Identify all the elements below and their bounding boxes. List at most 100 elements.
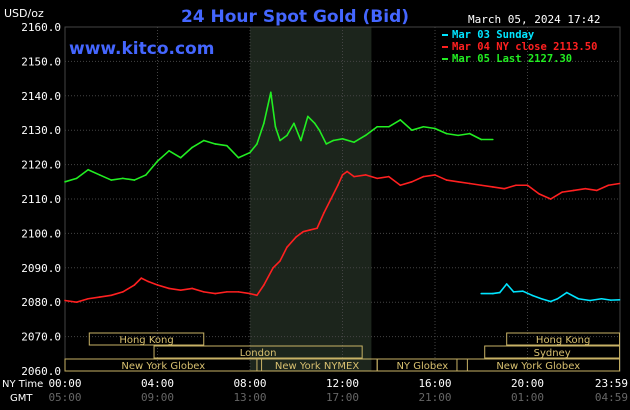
series-1-segment bbox=[457, 181, 471, 185]
session-box bbox=[376, 358, 468, 372]
series-1-segment bbox=[468, 182, 483, 187]
series-0-segment bbox=[492, 291, 501, 295]
x-axis-row-label: NY Time bbox=[2, 379, 43, 390]
series-2-segment bbox=[353, 134, 367, 144]
series-0-segment bbox=[549, 297, 559, 303]
series-2-segment bbox=[399, 119, 413, 131]
series-2-segment bbox=[293, 122, 302, 142]
series-1-segment bbox=[422, 174, 436, 178]
series-2-segment bbox=[249, 143, 258, 154]
gmt-tick-label: 13:00 bbox=[233, 391, 266, 404]
series-1-segment bbox=[364, 174, 378, 180]
y-tick-label: 2150.0 bbox=[21, 55, 61, 68]
series-1-segment bbox=[295, 230, 304, 238]
y-tick-label: 2060.0 bbox=[21, 365, 61, 378]
series-2-segment bbox=[300, 115, 309, 142]
series-0-segment bbox=[600, 297, 612, 301]
series-1-segment bbox=[596, 184, 610, 192]
series-1-segment bbox=[607, 182, 621, 187]
series-0-segment bbox=[505, 283, 515, 293]
series-2-segment bbox=[87, 168, 101, 176]
series-2-segment bbox=[325, 139, 335, 145]
series-1-segment bbox=[399, 181, 413, 187]
y-tick-label: 2110.0 bbox=[21, 193, 61, 206]
series-1-segment bbox=[147, 280, 159, 286]
chart-date-time: March 05, 2024 17:42 bbox=[468, 13, 600, 26]
series-2-segment bbox=[145, 160, 159, 176]
series-1-segment bbox=[561, 189, 575, 193]
series-1-segment bbox=[237, 291, 251, 295]
y-tick-label: 2130.0 bbox=[21, 124, 61, 137]
series-2-segment bbox=[179, 146, 193, 159]
series-2-segment bbox=[457, 132, 471, 137]
series-1-segment bbox=[87, 296, 101, 300]
series-0-segment bbox=[498, 283, 508, 294]
series-1-segment bbox=[272, 260, 281, 269]
gmt-tick-label: 01:00 bbox=[511, 391, 544, 404]
series-0-segment bbox=[556, 291, 568, 300]
series-2-segment bbox=[279, 134, 288, 142]
series-2-segment bbox=[122, 177, 136, 181]
y-unit-label: USD/oz bbox=[4, 7, 44, 20]
series-1-segment bbox=[503, 184, 517, 190]
series-1-segment bbox=[168, 287, 182, 291]
y-tick-label: 2080.0 bbox=[21, 296, 61, 309]
series-1-segment bbox=[98, 294, 113, 298]
series-1-segment bbox=[110, 291, 124, 297]
session-label: New York Globex bbox=[496, 361, 580, 372]
series-1-segment bbox=[492, 186, 506, 190]
series-1-segment bbox=[122, 284, 136, 293]
series-2-segment bbox=[98, 174, 113, 181]
x-tick-label: 04:00 bbox=[141, 377, 174, 390]
x-tick-label: 12:00 bbox=[326, 377, 359, 390]
y-tick-label: 2070.0 bbox=[21, 331, 61, 344]
y-tick-label: 2140.0 bbox=[21, 90, 61, 103]
series-2-segment bbox=[445, 132, 459, 137]
series-2-segment bbox=[434, 127, 448, 135]
series-1-segment bbox=[302, 229, 311, 233]
series-1-segment bbox=[526, 184, 540, 195]
session-box bbox=[484, 345, 621, 359]
x-tick-label: 23:59 bbox=[595, 377, 628, 390]
series-2-segment bbox=[214, 143, 228, 147]
y-tick-label: 2120.0 bbox=[21, 159, 61, 172]
session-box bbox=[506, 332, 621, 346]
session-label: New York Globex bbox=[121, 361, 205, 372]
session-box bbox=[153, 345, 363, 359]
gmt-tick-label: 17:00 bbox=[326, 391, 359, 404]
series-2-segment bbox=[256, 122, 265, 145]
series-1-segment bbox=[337, 174, 344, 187]
series-2-segment bbox=[387, 119, 402, 128]
series-0-segment bbox=[540, 297, 552, 303]
gmt-tick-label: 04:59 bbox=[595, 391, 628, 404]
series-1-segment bbox=[316, 211, 325, 230]
series-1-segment bbox=[156, 284, 170, 290]
series-1-segment bbox=[584, 187, 598, 192]
series-2-segment bbox=[263, 91, 272, 125]
gmt-tick-label: 09:00 bbox=[141, 391, 174, 404]
series-2-segment bbox=[237, 151, 251, 159]
series-0-segment bbox=[512, 290, 524, 293]
series-0-segment bbox=[589, 297, 603, 302]
series-2-segment bbox=[468, 132, 483, 141]
session-box bbox=[64, 358, 263, 372]
series-2-segment bbox=[226, 144, 240, 159]
series-2-segment bbox=[191, 139, 205, 149]
gmt-tick-label: 05:00 bbox=[48, 391, 81, 404]
series-1-segment bbox=[434, 174, 448, 181]
y-tick-label: 2100.0 bbox=[21, 227, 61, 240]
series-1-segment bbox=[75, 297, 89, 304]
x-tick-label: 08:00 bbox=[233, 377, 266, 390]
series-0-segment bbox=[577, 297, 591, 302]
site-watermark: www.kitco.com bbox=[69, 39, 214, 59]
y-tick-label: 2090.0 bbox=[21, 262, 61, 275]
y-tick-label: 2160.0 bbox=[21, 21, 61, 34]
session-label: Hong Kong bbox=[536, 335, 590, 346]
legend-label: Mar 03 Sunday bbox=[452, 29, 535, 41]
series-2-segment bbox=[64, 177, 78, 183]
series-1-segment bbox=[387, 175, 402, 187]
series-1-segment bbox=[341, 170, 348, 176]
series-2-segment bbox=[133, 174, 147, 181]
series-2-segment bbox=[318, 129, 328, 145]
